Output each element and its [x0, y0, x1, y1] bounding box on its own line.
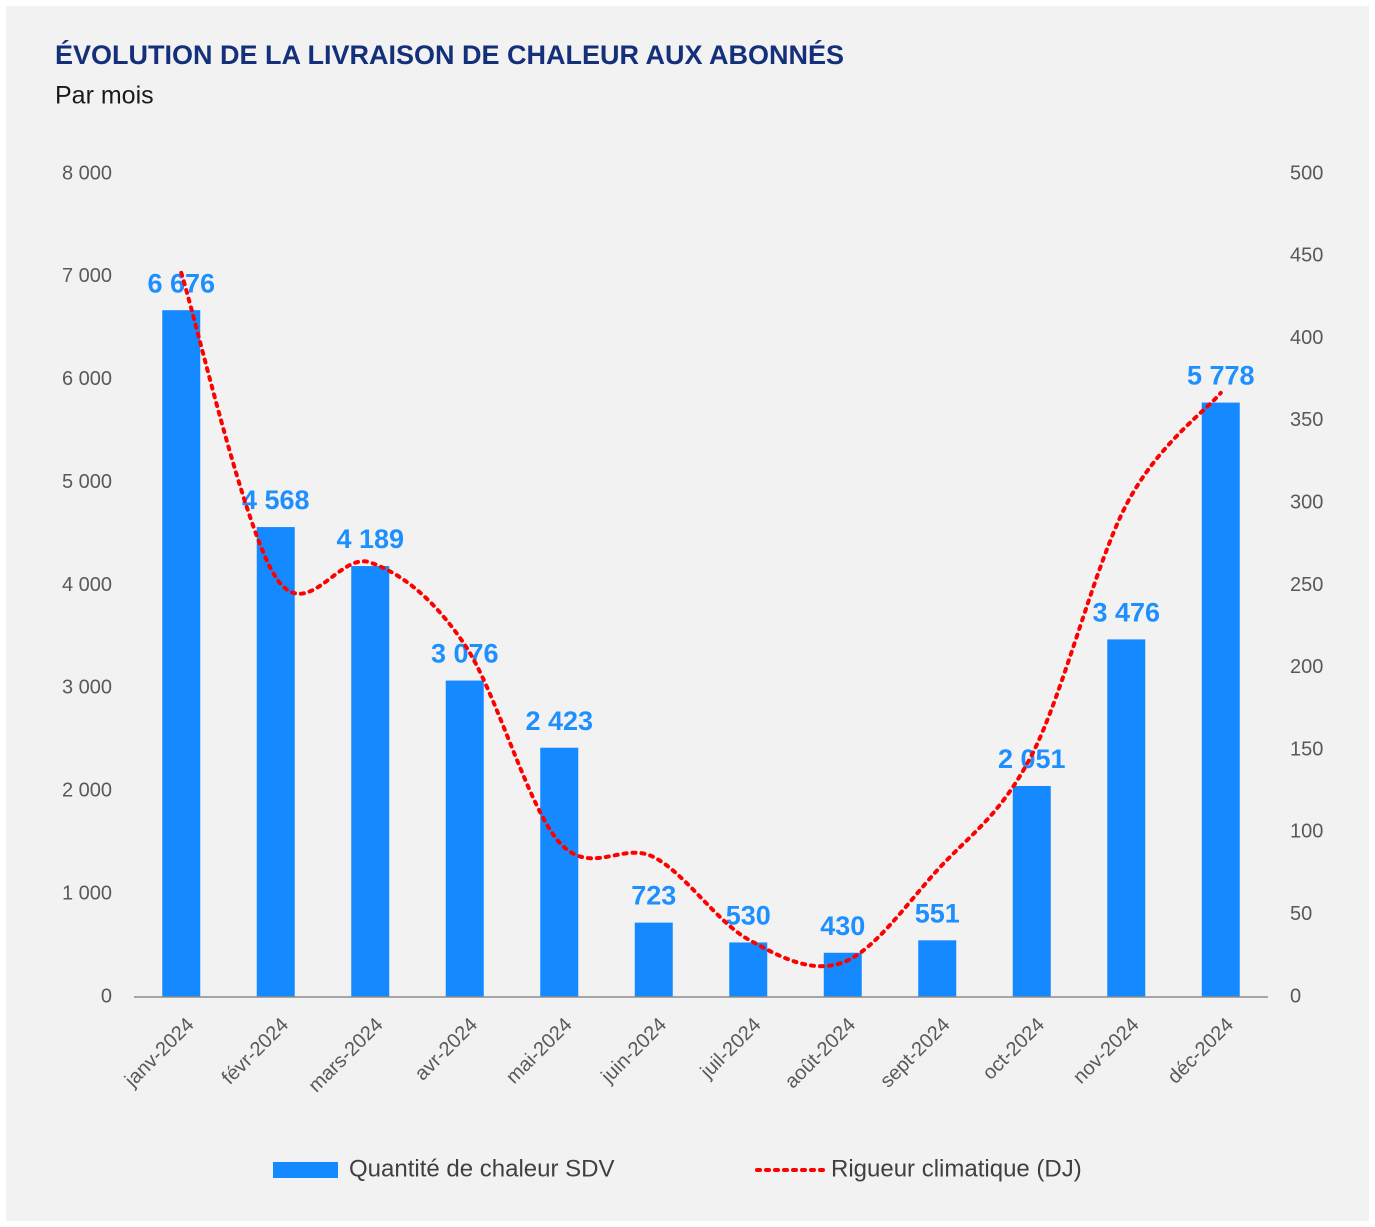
data-label: 2 051: [998, 744, 1066, 774]
y2-tick-label: 500: [1290, 162, 1323, 184]
bar: [351, 566, 390, 997]
y-tick-label: 5 000: [62, 471, 112, 493]
y-tick-label: 3 000: [62, 677, 112, 699]
y2-tick-label: 300: [1290, 491, 1323, 513]
chart-title: ÉVOLUTION DE LA LIVRAISON DE CHALEUR AUX…: [55, 39, 844, 70]
data-label: 4 568: [242, 485, 310, 515]
bar: [918, 940, 957, 997]
bar: [1012, 786, 1051, 997]
data-label: 3 476: [1092, 598, 1160, 628]
y2-tick-label: 350: [1290, 409, 1323, 431]
y-tick-label: 7 000: [62, 265, 112, 287]
bar: [1201, 402, 1240, 997]
data-label: 530: [726, 901, 771, 931]
line: [179, 270, 1223, 969]
legend-label: Rigueur climatique (DJ): [831, 1155, 1082, 1182]
y2-tick-label: 250: [1290, 574, 1323, 596]
legend-swatch: [273, 1162, 338, 1178]
data-label: 2 423: [525, 706, 593, 736]
bar: [729, 942, 768, 997]
bar: [445, 680, 484, 997]
y-tick-label: 6 000: [62, 368, 112, 390]
bar: [1107, 639, 1146, 997]
y-tick-label: 8 000: [62, 162, 112, 184]
data-label: 723: [631, 881, 676, 911]
y2-tick-label: 0: [1290, 985, 1301, 1007]
y-tick-label: 1 000: [62, 882, 112, 904]
bar: [634, 922, 673, 997]
data-label: 3 076: [431, 639, 499, 669]
data-label: 5 778: [1187, 361, 1255, 391]
bar: [256, 527, 295, 997]
y2-tick-label: 50: [1290, 903, 1312, 925]
bar: [162, 310, 201, 997]
y-tick-label: 2 000: [62, 780, 112, 802]
y2-tick-label: 150: [1290, 738, 1323, 760]
legend-label: Quantité de chaleur SDV: [349, 1155, 615, 1182]
chart-subtitle: Par mois: [55, 82, 154, 110]
y-tick-label: 0: [101, 985, 112, 1007]
y2-tick-label: 200: [1290, 656, 1323, 678]
data-label: 4 189: [336, 524, 404, 554]
y2-tick-label: 450: [1290, 245, 1323, 267]
chart-background: [6, 6, 1369, 1221]
data-label: 430: [820, 911, 865, 941]
data-label: 551: [915, 898, 960, 928]
y2-tick-label: 100: [1290, 821, 1323, 843]
bar: [540, 747, 579, 997]
bar: [823, 952, 862, 997]
y-tick-label: 4 000: [62, 574, 112, 596]
y2-tick-label: 400: [1290, 327, 1323, 349]
